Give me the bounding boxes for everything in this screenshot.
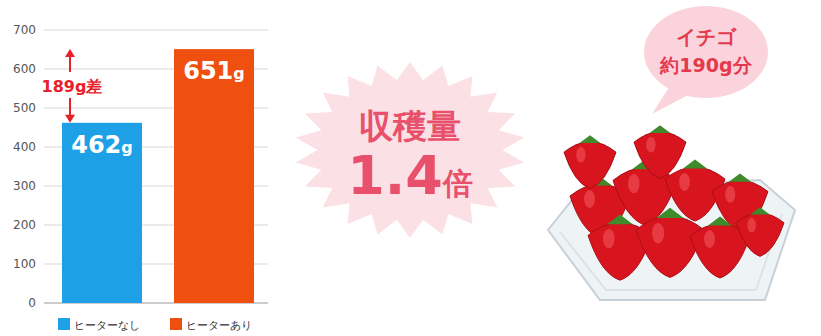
- starburst-unit: 倍: [442, 166, 473, 201]
- strawberry-leaf: [729, 173, 751, 181]
- strawberry-leaf: [683, 160, 707, 169]
- starburst-value: 1.4倍: [347, 144, 473, 207]
- bar: [62, 123, 142, 303]
- difference-annotation: 189g差: [36, 49, 108, 123]
- strawberry-leaf: [750, 207, 769, 214]
- data-label-unit: g: [233, 64, 244, 83]
- tick-label: 600: [13, 62, 36, 76]
- strawberry-leaf: [580, 135, 601, 143]
- tick-label: 500: [13, 101, 36, 115]
- strawberry-shine: [646, 137, 655, 153]
- starburst-title: 収穫量: [359, 106, 461, 146]
- tick-label: 300: [13, 179, 36, 193]
- strawberry-shine: [576, 147, 585, 163]
- label-patch: [36, 74, 108, 96]
- bubble-tail: [652, 86, 690, 114]
- bubble: [644, 6, 768, 98]
- tick-label: 700: [13, 23, 36, 37]
- strawberry: [736, 213, 784, 256]
- tick-label: 100: [13, 257, 36, 271]
- tick-label: 200: [13, 218, 36, 232]
- bar: [174, 49, 254, 303]
- bubble-line: イチゴ: [676, 25, 737, 49]
- arrow-head: [65, 49, 75, 57]
- difference-label: 189g差: [42, 77, 103, 96]
- strawberry-leaf: [607, 215, 633, 225]
- strawberry-leaf: [656, 208, 683, 218]
- starburst: 収穫量1.4倍: [296, 62, 525, 238]
- strawberry-leaf: [708, 217, 732, 226]
- strawberry-shine: [704, 230, 715, 248]
- tick-label: 0: [28, 296, 36, 310]
- data-label-unit: g: [121, 138, 132, 157]
- data-label-number: 462: [71, 131, 121, 159]
- grid-line: [44, 30, 268, 31]
- strawberry: [564, 142, 616, 189]
- starburst-number: 1.4: [347, 144, 443, 207]
- legend-swatch: [170, 318, 182, 330]
- strawberry-shine: [652, 223, 664, 243]
- bubble-line: 約190g分: [659, 54, 752, 76]
- arrow-head: [65, 115, 75, 123]
- strawberry-shine: [628, 174, 640, 193]
- strawberry-shine: [603, 229, 615, 248]
- strawberry-shine: [584, 190, 595, 208]
- speech-bubble: イチゴ約190g分: [644, 6, 768, 114]
- strawberry-tray: [548, 125, 795, 300]
- tray: [548, 180, 795, 300]
- data-label: 651g: [183, 57, 245, 85]
- strawberry-leaf: [650, 125, 671, 133]
- strawberry-shine: [679, 173, 690, 191]
- data-label: 462g: [71, 131, 133, 159]
- strawberry-shine: [747, 218, 756, 232]
- grid: 0 100 200 300 400 500 600 700: [13, 23, 268, 310]
- canvas: 0100200300400500600700462g651g189g差ヒーターな…: [0, 0, 821, 336]
- legend-swatch: [58, 318, 70, 330]
- tick-label: 400: [13, 140, 36, 154]
- legend-label: ヒーターなし: [74, 319, 140, 332]
- legend: ヒーターなし ヒーターあり: [58, 318, 252, 332]
- strawberry: [634, 132, 686, 179]
- data-label-number: 651: [183, 57, 233, 85]
- strawberry-shine: [725, 186, 735, 203]
- starburst-shape: [296, 62, 525, 238]
- legend-label: ヒーターあり: [186, 319, 252, 332]
